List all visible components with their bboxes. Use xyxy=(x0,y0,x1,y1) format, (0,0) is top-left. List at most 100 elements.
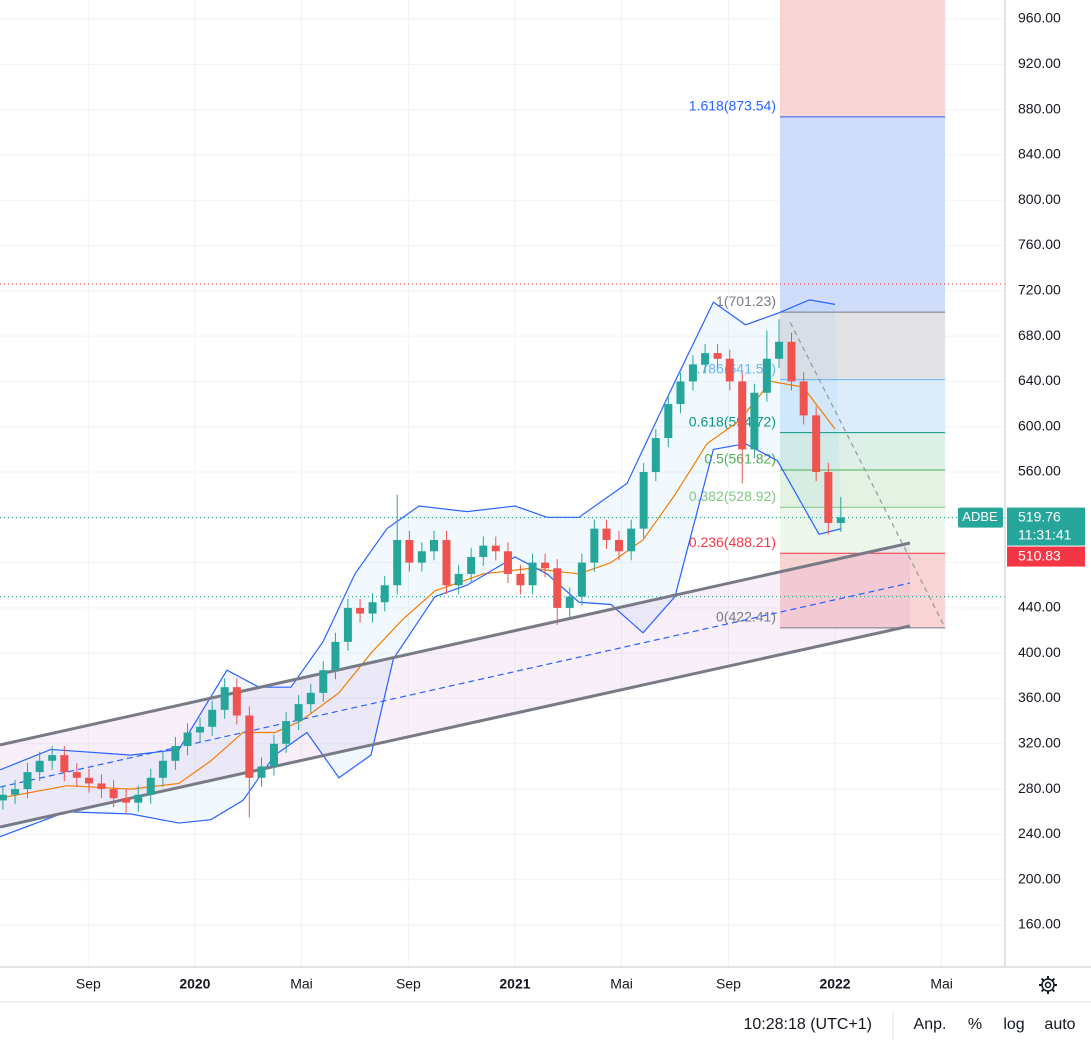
x-tick-label: Mai xyxy=(610,976,633,992)
candle-body xyxy=(380,585,389,603)
settings-icon[interactable] xyxy=(1039,976,1057,994)
candle-body xyxy=(183,732,192,747)
candle-body xyxy=(541,562,550,569)
candle-body xyxy=(245,715,254,778)
candle-body xyxy=(836,517,845,523)
candle-body xyxy=(615,539,624,552)
price-tag xyxy=(1007,546,1085,567)
y-tick-label: 280.00 xyxy=(1018,780,1061,796)
candle-body xyxy=(0,794,7,801)
candle-body xyxy=(331,641,340,671)
candle-body xyxy=(676,381,685,405)
candle-body xyxy=(701,353,710,365)
line xyxy=(789,322,946,629)
candle-body xyxy=(306,692,315,705)
last-price: 519.76 xyxy=(1018,508,1061,524)
candle-body xyxy=(799,381,808,416)
candle-body xyxy=(146,777,155,795)
toolbar-button[interactable]: auto xyxy=(1044,1016,1075,1033)
fib-label: 0.236(488.21) xyxy=(689,534,776,550)
candle-body xyxy=(23,772,32,790)
candle-body xyxy=(84,777,93,784)
candle-body xyxy=(602,528,611,540)
y-tick-label: 320.00 xyxy=(1018,734,1061,750)
candle-body xyxy=(528,562,537,586)
candle-body xyxy=(11,789,20,795)
y-tick-label: 240.00 xyxy=(1018,825,1061,841)
plot-area: 1.618(873.54)1(701.23)0.786(641.56)0.618… xyxy=(0,0,1005,838)
symbol-tag xyxy=(958,507,1003,528)
candle-body xyxy=(60,755,69,773)
candle-body xyxy=(565,596,574,608)
candle-body xyxy=(627,528,636,552)
toolbar-button[interactable]: % xyxy=(968,1016,982,1033)
candle-body xyxy=(282,721,291,744)
clock[interactable]: 10:28:18 (UTC+1) xyxy=(743,1016,872,1033)
candle-body xyxy=(35,760,44,773)
fib-zone xyxy=(779,469,946,508)
y-tick-label: 560.00 xyxy=(1018,463,1061,479)
symbol-label: ADBE xyxy=(962,509,998,524)
toolbar-button[interactable]: Anp. xyxy=(914,1016,947,1033)
candle-body xyxy=(122,798,131,803)
line xyxy=(0,380,836,799)
y-tick-label: 640.00 xyxy=(1018,372,1061,388)
fib-zone xyxy=(779,0,946,117)
candle-body xyxy=(368,602,377,614)
x-tick-label: 2020 xyxy=(179,976,210,992)
fib-label: 1(701.23) xyxy=(716,293,776,309)
fib-label: 0.5(561.82) xyxy=(704,451,776,467)
x-tick-label: Sep xyxy=(76,976,101,992)
candle-body xyxy=(430,539,439,552)
y-tick-label: 360.00 xyxy=(1018,689,1061,705)
fib-label: 1.618(873.54) xyxy=(689,98,776,114)
toolbar-button[interactable]: log xyxy=(1003,1016,1024,1033)
candle-body xyxy=(319,670,328,693)
y-tick-label: 600.00 xyxy=(1018,417,1061,433)
candle-body xyxy=(750,392,759,450)
candle-body xyxy=(713,353,722,359)
y-tick-label: 200.00 xyxy=(1018,870,1061,886)
price-tag xyxy=(1007,507,1085,546)
second-price: 510.83 xyxy=(1018,547,1061,563)
candle-body xyxy=(134,794,143,803)
candle-body xyxy=(467,556,476,574)
x-tick-label: Mai xyxy=(930,976,953,992)
candle-body xyxy=(442,539,451,586)
candle-body xyxy=(196,726,205,733)
candle-body xyxy=(232,687,241,716)
y-tick-label: 760.00 xyxy=(1018,236,1061,252)
candle-body xyxy=(97,783,106,790)
fib-label: 0.618(594.72) xyxy=(689,413,776,429)
y-tick-label: 400.00 xyxy=(1018,644,1061,660)
candle-body xyxy=(294,704,303,722)
x-tick-label: Sep xyxy=(716,976,741,992)
candle-body xyxy=(762,358,771,393)
candle-body xyxy=(590,528,599,563)
fib-zone xyxy=(779,312,946,380)
candle-body xyxy=(393,539,402,586)
candle-body xyxy=(639,472,648,529)
x-tick-label: Mai xyxy=(290,976,313,992)
y-tick-label: 440.00 xyxy=(1018,599,1061,615)
candle-body xyxy=(553,568,562,608)
channel-fill xyxy=(0,543,910,828)
candle-body xyxy=(577,562,586,597)
candle-body xyxy=(48,755,57,761)
x-tick-label: Sep xyxy=(396,976,421,992)
x-tick-label: 2021 xyxy=(499,976,530,992)
candle-body xyxy=(220,687,229,710)
fib-label: 0.382(528.92) xyxy=(689,488,776,504)
fib-zone xyxy=(779,116,946,313)
candle-body xyxy=(491,545,500,552)
candle-body xyxy=(171,746,180,761)
candle-body xyxy=(405,539,414,563)
x-tick-label: 2022 xyxy=(819,976,850,992)
fib-zone xyxy=(779,507,946,554)
candle-body xyxy=(725,358,734,382)
y-tick-label: 920.00 xyxy=(1018,55,1061,71)
candle-body xyxy=(516,573,525,586)
candle-body xyxy=(257,766,266,778)
y-tick-label: 880.00 xyxy=(1018,100,1061,116)
